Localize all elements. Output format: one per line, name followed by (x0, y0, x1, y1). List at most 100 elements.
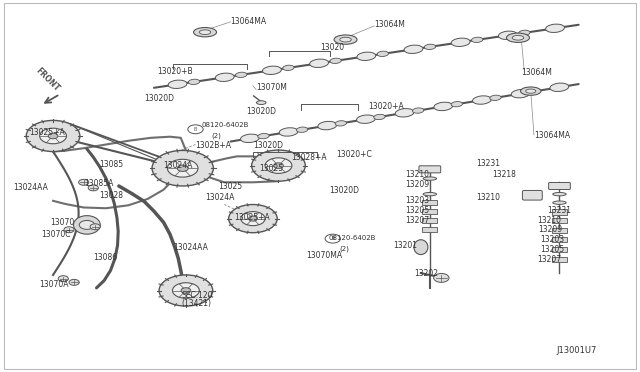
Circle shape (88, 185, 99, 191)
Ellipse shape (472, 96, 492, 104)
Ellipse shape (499, 31, 517, 39)
Text: 13207: 13207 (537, 255, 561, 264)
Ellipse shape (330, 58, 341, 64)
Ellipse shape (188, 79, 200, 84)
Text: 13201: 13201 (394, 241, 417, 250)
Ellipse shape (434, 102, 452, 110)
Ellipse shape (258, 134, 269, 139)
Ellipse shape (404, 45, 423, 54)
Ellipse shape (520, 87, 541, 95)
Text: (2): (2) (339, 245, 349, 251)
Text: 13070M: 13070M (256, 83, 287, 92)
Text: 13024AA: 13024AA (173, 243, 208, 251)
Text: 13025+A: 13025+A (234, 213, 269, 222)
Ellipse shape (283, 65, 294, 70)
Ellipse shape (279, 128, 298, 136)
FancyBboxPatch shape (552, 237, 567, 242)
Circle shape (79, 221, 95, 230)
Text: 13028: 13028 (100, 191, 124, 200)
Circle shape (188, 125, 203, 134)
Text: 13020D: 13020D (246, 108, 276, 116)
Ellipse shape (215, 73, 234, 81)
Circle shape (69, 279, 79, 285)
Text: 13070C: 13070C (41, 230, 70, 239)
Text: SEC.120: SEC.120 (181, 291, 213, 300)
Ellipse shape (506, 33, 529, 42)
Ellipse shape (550, 83, 569, 92)
Text: 13020+B: 13020+B (157, 67, 193, 76)
Circle shape (173, 283, 199, 298)
Ellipse shape (318, 121, 337, 130)
Circle shape (48, 133, 58, 139)
Ellipse shape (241, 134, 259, 142)
Text: 13064MA: 13064MA (230, 17, 267, 26)
Text: 13085A: 13085A (84, 179, 113, 187)
Text: 08120-6402B: 08120-6402B (202, 122, 249, 128)
Text: 13205: 13205 (540, 245, 564, 254)
Ellipse shape (257, 101, 266, 105)
Circle shape (159, 275, 212, 306)
Text: 13210: 13210 (537, 216, 561, 225)
FancyBboxPatch shape (422, 227, 437, 232)
Ellipse shape (356, 115, 375, 124)
Text: 13086: 13086 (93, 253, 117, 262)
Text: 13020D: 13020D (253, 141, 283, 150)
Text: 13064M: 13064M (521, 68, 552, 77)
Text: 13020: 13020 (320, 42, 344, 51)
FancyBboxPatch shape (419, 166, 441, 173)
FancyBboxPatch shape (548, 183, 570, 189)
Circle shape (79, 179, 89, 185)
Ellipse shape (310, 59, 328, 67)
Ellipse shape (472, 37, 483, 42)
Text: B: B (331, 236, 335, 241)
Ellipse shape (424, 44, 436, 49)
Text: 13025+A: 13025+A (29, 128, 65, 137)
Ellipse shape (236, 72, 247, 77)
Text: 13070MA: 13070MA (306, 251, 342, 260)
Circle shape (434, 273, 449, 282)
Text: 13064MA: 13064MA (534, 131, 570, 141)
Ellipse shape (546, 24, 564, 32)
Ellipse shape (423, 192, 436, 196)
Circle shape (90, 224, 100, 230)
Text: 13231: 13231 (476, 159, 500, 168)
Text: B: B (194, 127, 197, 132)
Ellipse shape (529, 89, 540, 94)
Text: 13024A: 13024A (205, 193, 234, 202)
Ellipse shape (553, 192, 566, 196)
Circle shape (168, 159, 198, 177)
Text: 13028+A: 13028+A (291, 153, 327, 161)
FancyBboxPatch shape (552, 218, 567, 224)
Circle shape (58, 276, 68, 282)
Text: (2): (2) (211, 133, 221, 139)
Text: 13064M: 13064M (374, 20, 405, 29)
Ellipse shape (525, 89, 536, 93)
FancyBboxPatch shape (522, 190, 542, 200)
Text: 13210: 13210 (476, 193, 500, 202)
Circle shape (228, 205, 277, 233)
Text: 13202: 13202 (415, 269, 438, 278)
Ellipse shape (512, 35, 524, 40)
Ellipse shape (193, 28, 216, 37)
Ellipse shape (168, 80, 187, 89)
Text: 13024A: 13024A (164, 161, 193, 170)
Text: 13020D: 13020D (330, 186, 360, 195)
Ellipse shape (413, 108, 424, 113)
Circle shape (265, 158, 292, 173)
FancyBboxPatch shape (552, 247, 567, 252)
Ellipse shape (199, 30, 211, 35)
Text: 13205: 13205 (406, 206, 429, 215)
Text: 1302B+A: 1302B+A (195, 141, 232, 151)
Text: 13024AA: 13024AA (13, 183, 49, 192)
Text: 13025: 13025 (218, 182, 242, 191)
Ellipse shape (74, 216, 100, 234)
Text: (13421): (13421) (181, 299, 211, 308)
Text: 13085: 13085 (100, 160, 124, 169)
Text: 13203: 13203 (406, 196, 429, 205)
Ellipse shape (553, 201, 566, 204)
Circle shape (181, 288, 191, 293)
Text: 13209: 13209 (538, 225, 563, 234)
Ellipse shape (423, 177, 436, 180)
Text: FRONT: FRONT (34, 66, 61, 93)
Circle shape (252, 150, 305, 181)
